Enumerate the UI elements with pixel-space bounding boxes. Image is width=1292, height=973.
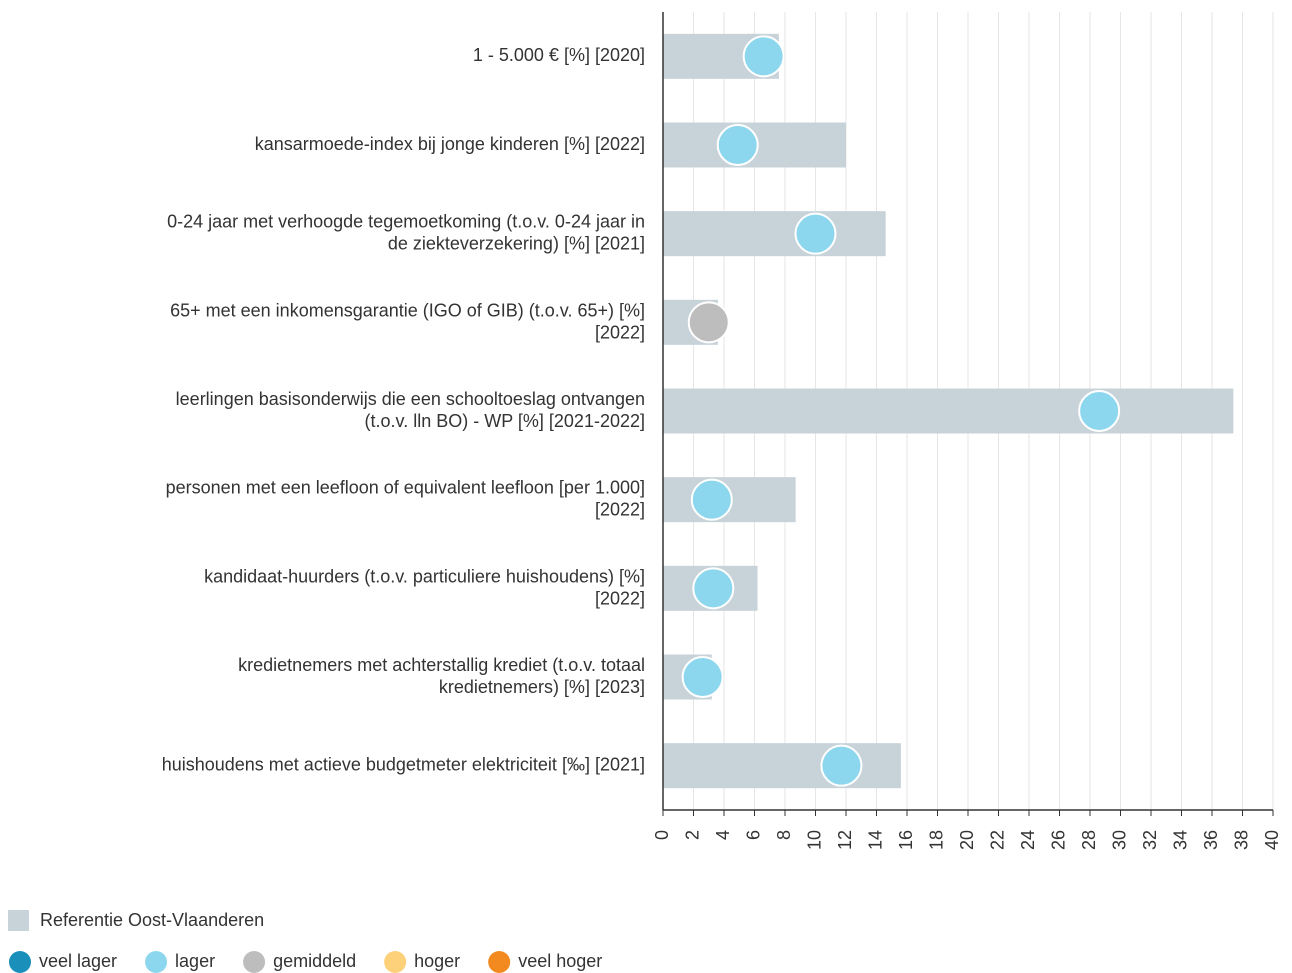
y-tick-label: kredietnemers met achterstallig krediet … (238, 655, 645, 697)
x-tick-label: 34 (1170, 830, 1190, 850)
dot (687, 301, 730, 344)
x-tick-label: 10 (804, 830, 824, 850)
x-tick-label: 30 (1109, 830, 1129, 850)
x-tick-label: 2 (682, 830, 702, 840)
x-tick-label: 16 (896, 830, 916, 850)
x-tick-label: 28 (1079, 830, 1099, 850)
legend-swatch (384, 951, 407, 973)
legend-label: hoger (414, 951, 460, 971)
dot (681, 656, 724, 698)
legend-swatch (488, 951, 511, 973)
dot (692, 567, 735, 610)
x-tick-label: 12 (835, 830, 855, 850)
dot (794, 212, 837, 255)
x-tick-label: 24 (1018, 830, 1038, 850)
y-tick-label: kandidaat-huurders (t.o.v. particuliere … (204, 566, 645, 608)
bar (663, 388, 1234, 434)
dot (716, 124, 759, 166)
x-tick-label: 18 (926, 830, 946, 850)
y-tick-label: personen met een leefloon of equivalent … (166, 477, 645, 519)
legend-label: lager (175, 951, 215, 971)
x-tick-label: 4 (713, 830, 733, 840)
x-tick-label: 22 (987, 830, 1007, 850)
x-tick-label: 0 (652, 830, 672, 840)
legend-swatch (9, 951, 31, 973)
y-tick-label: 1 - 5.000 € [%] [2020] (473, 45, 645, 65)
dot (820, 744, 863, 787)
y-tick-label: huishoudens met actieve budgetmeter elek… (162, 754, 645, 774)
x-tick-label: 14 (865, 830, 885, 850)
dot (690, 478, 733, 521)
legend-label: veel hoger (518, 951, 602, 971)
x-tick-label: 20 (957, 830, 977, 850)
legend-label: Referentie Oost-Vlaanderen (40, 910, 264, 930)
x-tick-label: 8 (774, 830, 794, 840)
legend-swatch (145, 951, 168, 973)
y-tick-label: 0-24 jaar met verhoogde tegemoetkoming (… (167, 211, 645, 253)
legend-label: gemiddeld (273, 951, 356, 971)
x-tick-label: 40 (1262, 830, 1282, 850)
bar (663, 211, 886, 257)
x-tick-label: 6 (743, 830, 763, 840)
x-tick-label: 32 (1140, 830, 1160, 850)
dot (742, 35, 785, 78)
legend-label: veel lager (39, 951, 117, 971)
legend-swatch (243, 951, 266, 973)
x-tick-label: 36 (1201, 830, 1221, 850)
legend-swatch (8, 910, 29, 931)
y-tick-label: 65+ met een inkomensgarantie (IGO of GIB… (170, 300, 645, 342)
dot (1078, 390, 1121, 432)
y-tick-label: kansarmoede-index bij jonge kinderen [%]… (255, 134, 645, 154)
y-tick-label: leerlingen basisonderwijs die een school… (176, 389, 645, 431)
x-tick-label: 38 (1231, 830, 1251, 850)
x-tick-label: 26 (1048, 830, 1068, 850)
bar (663, 743, 901, 789)
